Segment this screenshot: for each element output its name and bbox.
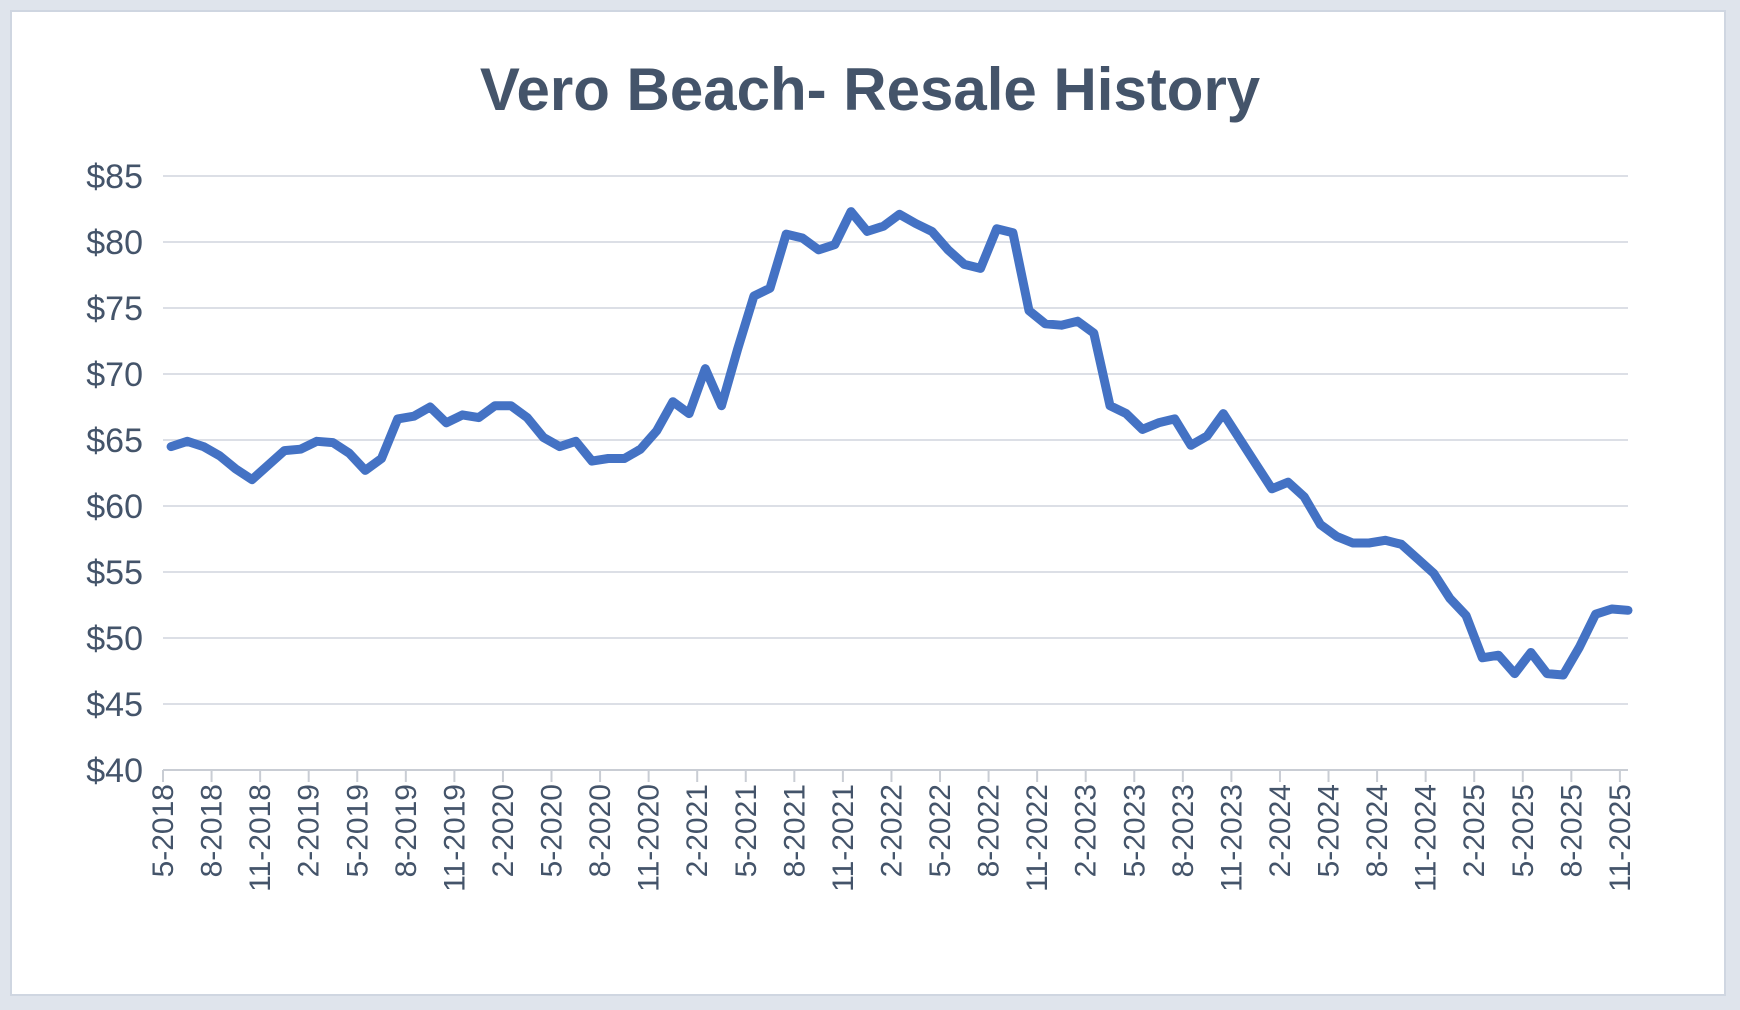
x-tick-label: 5-2019 bbox=[341, 784, 374, 877]
x-tick-label: 11-2020 bbox=[633, 784, 666, 892]
x-tick-label: 11-2023 bbox=[1215, 784, 1248, 892]
y-tick-label: $80 bbox=[86, 224, 143, 262]
x-tick-label: 5-2022 bbox=[924, 784, 957, 877]
y-tick-label: $60 bbox=[86, 488, 143, 526]
y-tick-label: $40 bbox=[86, 752, 143, 790]
chart-frame bbox=[10, 10, 1726, 996]
gridlines bbox=[163, 175, 1628, 705]
x-tick-label: 11-2022 bbox=[1021, 784, 1054, 892]
x-tick-label: 11-2018 bbox=[244, 784, 277, 892]
y-tick-label: $55 bbox=[86, 554, 143, 592]
x-tick-label: 5-2025 bbox=[1507, 784, 1540, 877]
y-tick-label: $50 bbox=[86, 620, 143, 658]
x-tick-label: 5-2021 bbox=[730, 784, 763, 877]
x-tick-label: 2-2019 bbox=[293, 784, 326, 877]
series-layer bbox=[166, 207, 1633, 680]
x-tick-label: 8-2020 bbox=[584, 784, 617, 877]
x-tick-label: 2-2023 bbox=[1070, 784, 1103, 877]
y-tick-label: $70 bbox=[86, 356, 143, 394]
x-axis-ticks: 5-2018 8-2018 11-2018 2-2019 5-2019 8-2019 11-… bbox=[147, 784, 1637, 892]
x-tick-label: 5-2024 bbox=[1313, 784, 1346, 877]
x-tick-label: 5-2020 bbox=[536, 784, 569, 877]
x-tick-label: 8-2023 bbox=[1167, 784, 1200, 877]
x-tick-label: 8-2025 bbox=[1555, 784, 1588, 877]
x-tick-label: 8-2021 bbox=[778, 784, 811, 877]
y-tick-label: $85 bbox=[86, 158, 143, 196]
x-tick-label: 5-2023 bbox=[1118, 784, 1151, 877]
x-tick-label: 8-2018 bbox=[196, 784, 229, 877]
axes bbox=[162, 769, 1628, 782]
x-tick-label: 11-2021 bbox=[827, 784, 860, 892]
x-tick-label: 5-2018 bbox=[147, 784, 180, 877]
x-tick-label: 8-2022 bbox=[973, 784, 1006, 877]
y-tick-label: $75 bbox=[86, 290, 143, 328]
x-tick-label: 11-2019 bbox=[438, 784, 471, 892]
x-tick-label: 11-2024 bbox=[1410, 784, 1443, 892]
x-tick-label: 2-2024 bbox=[1264, 784, 1297, 877]
series-line bbox=[166, 207, 1633, 680]
x-tick-label: 11-2025 bbox=[1604, 784, 1637, 892]
x-tick-label: 2-2022 bbox=[875, 784, 908, 877]
chart-title: Vero Beach- Resale History bbox=[480, 56, 1261, 123]
x-tick-label: 8-2024 bbox=[1361, 784, 1394, 877]
y-axis-ticks: $40 $45 $50 $55 $60 $65 $70 $75 $80 $85 bbox=[86, 158, 143, 790]
x-tick-label: 2-2020 bbox=[487, 784, 520, 877]
x-tick-label: 2-2025 bbox=[1458, 784, 1491, 877]
x-tick-label: 8-2019 bbox=[390, 784, 423, 877]
y-tick-label: $45 bbox=[86, 686, 143, 724]
x-tick-label: 2-2021 bbox=[681, 784, 714, 877]
y-tick-label: $65 bbox=[86, 422, 143, 460]
